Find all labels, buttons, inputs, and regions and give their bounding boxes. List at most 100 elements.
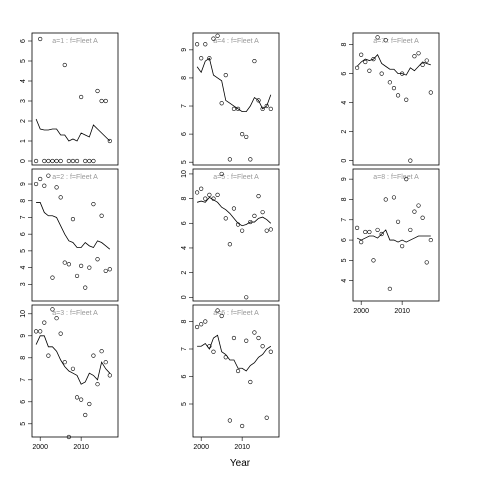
point xyxy=(240,132,245,137)
point xyxy=(103,98,108,104)
y-tick-label: 5 xyxy=(181,160,188,164)
panel-frame xyxy=(352,168,440,302)
y-tick-label: 5 xyxy=(20,249,27,253)
panel-title: a=5 : f=Fleet A xyxy=(213,174,259,181)
y-tick-label: 8 xyxy=(20,356,27,360)
point xyxy=(428,237,433,243)
point xyxy=(420,62,425,68)
panel-frame xyxy=(192,168,280,302)
point xyxy=(87,401,92,407)
point xyxy=(395,93,401,98)
point xyxy=(264,103,269,109)
point xyxy=(38,329,43,334)
point xyxy=(74,158,80,164)
panel-title: a=1 : f=Fleet A xyxy=(52,38,98,45)
point xyxy=(424,260,429,265)
y-tick-label: 6 xyxy=(341,72,348,76)
point xyxy=(379,231,384,237)
point xyxy=(412,54,417,59)
fit-line xyxy=(356,54,431,76)
point xyxy=(404,97,409,102)
point xyxy=(375,35,380,40)
point xyxy=(215,308,220,313)
y-tick-label: 8 xyxy=(181,76,188,80)
panel-title: a=8 : f=Fleet A xyxy=(373,174,419,181)
x-tick-label: 2000 xyxy=(32,444,48,451)
point xyxy=(375,227,380,233)
point xyxy=(379,71,384,76)
y-tick-label: 5 xyxy=(341,258,348,262)
y-tick-label: 7 xyxy=(181,347,188,351)
point xyxy=(194,324,200,330)
point xyxy=(194,190,200,195)
point xyxy=(58,331,63,336)
point xyxy=(235,106,241,111)
point xyxy=(66,262,71,267)
panel-title: a=6 : f=Fleet A xyxy=(213,310,259,317)
point xyxy=(83,158,88,164)
point xyxy=(244,134,249,140)
y-tick-label: 6 xyxy=(181,132,188,136)
point xyxy=(74,273,80,279)
point xyxy=(252,330,257,335)
point xyxy=(203,196,208,201)
point xyxy=(231,206,237,211)
point xyxy=(359,240,364,245)
y-tick-label: 0 xyxy=(341,159,348,163)
fit-line xyxy=(35,335,111,385)
point xyxy=(252,213,257,218)
point xyxy=(199,322,204,327)
point xyxy=(211,196,216,201)
y-tick-label: 9 xyxy=(20,334,27,338)
point xyxy=(363,229,368,235)
y-tick-label: 5 xyxy=(20,422,27,426)
point xyxy=(215,192,220,198)
point xyxy=(256,335,261,341)
point xyxy=(391,86,397,91)
point xyxy=(79,94,84,100)
fit-line xyxy=(196,57,272,113)
point xyxy=(38,176,43,182)
y-tick-label: 1 xyxy=(20,139,27,143)
y-tick-label: 7 xyxy=(20,378,27,382)
point xyxy=(244,338,249,343)
point xyxy=(194,42,200,47)
point xyxy=(42,320,47,325)
y-tick-label: 6 xyxy=(20,232,27,236)
point xyxy=(223,355,228,360)
x-tick-label: 2010 xyxy=(73,444,89,451)
fit-line xyxy=(36,202,111,250)
panel-frame xyxy=(192,32,280,166)
point xyxy=(99,213,104,218)
point xyxy=(395,219,401,224)
y-tick-label: 2 xyxy=(181,271,188,275)
y-tick-label: 4 xyxy=(181,246,188,250)
point xyxy=(408,227,413,233)
panel-frame xyxy=(31,32,119,166)
point xyxy=(38,36,43,42)
y-tick-label: 8 xyxy=(341,197,348,201)
point xyxy=(400,244,405,249)
y-tick-label: 6 xyxy=(181,374,188,378)
point xyxy=(260,344,265,349)
y-tick-label: 7 xyxy=(20,215,27,219)
point xyxy=(107,267,112,272)
point xyxy=(268,106,273,111)
point xyxy=(363,59,368,65)
point xyxy=(70,158,76,164)
point xyxy=(424,58,429,63)
y-tick-label: 10 xyxy=(20,310,27,318)
x-tick-label: 2010 xyxy=(394,308,410,315)
point xyxy=(33,158,39,164)
point xyxy=(240,228,245,233)
point xyxy=(231,335,237,341)
y-tick-label: 4 xyxy=(341,101,348,105)
point xyxy=(391,195,397,200)
point xyxy=(248,379,253,385)
point xyxy=(260,106,265,111)
point xyxy=(62,260,67,265)
point xyxy=(54,158,59,164)
point xyxy=(95,88,100,94)
point xyxy=(207,56,212,61)
